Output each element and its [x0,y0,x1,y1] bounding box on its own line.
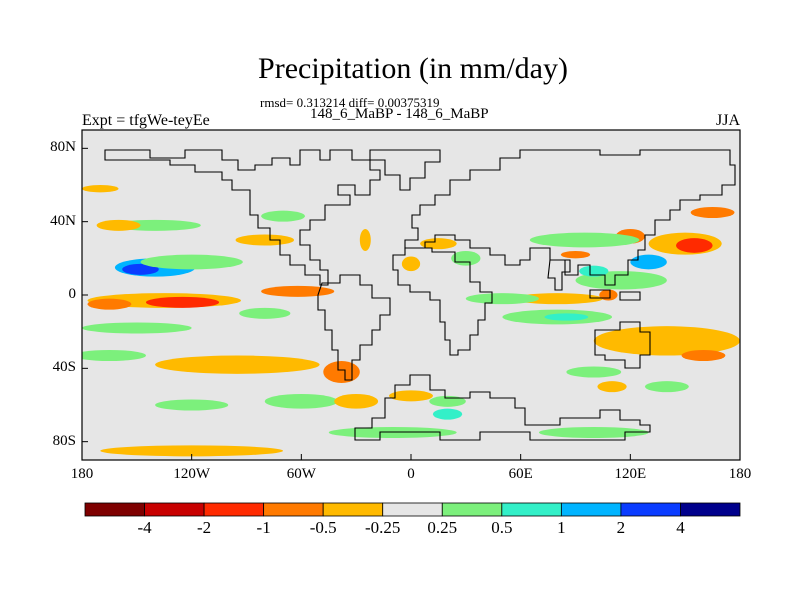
anomaly-region-10 [323,361,360,383]
anomaly-region-19 [420,238,457,250]
anomaly-region-18 [82,185,119,193]
anomaly-region-44 [597,381,627,393]
coastline-indonesia [589,289,641,301]
coastline-africa [392,247,493,356]
anomaly-region-27 [681,350,726,361]
anomaly-region-6 [87,298,132,310]
colorbar-level-9: 4 [676,518,685,537]
anomaly-region-11 [264,394,338,409]
anomaly-region-25 [544,313,589,321]
coastline-antarctica [354,374,651,441]
coastline-greenland [369,149,441,191]
coastline-india [547,259,571,291]
anomaly-region-2 [140,254,243,270]
coastline-south-america [317,274,391,381]
anomaly-region-38 [465,293,539,305]
anomaly-region-29 [676,238,713,253]
coastline-layer [104,149,736,441]
anomaly-region-20 [451,251,481,266]
colorbar-swatch-8 [560,502,622,517]
y-tick-label-0: 80N [50,139,76,156]
x-tick-label-5: 120E [614,466,647,482]
colorbar-swatch-7 [501,502,562,517]
anomaly-region-12 [334,394,379,409]
x-tick-label-1: 120W [173,466,210,482]
colorbar-level-5: 0.25 [427,518,458,537]
season-label: JJA [716,112,741,129]
axis-ticks [81,147,741,460]
colorbar-swatch-10 [680,502,741,517]
colorbar-level-2: -1 [256,518,271,537]
colorbar-level-1: -2 [196,518,212,537]
y-tick-label-1: 40N [50,212,76,229]
anomaly-region-47 [432,408,463,420]
anomaly-region-22 [359,229,371,251]
anomaly-region-39 [429,395,466,407]
y-tick-label-3: 40S [52,359,76,376]
anomaly-region-43 [644,381,689,393]
anomaly-region-35 [599,289,618,301]
anomaly-region-17 [261,210,305,222]
colorbar-swatch-3 [263,502,324,517]
anomaly-region-8 [239,307,291,319]
y-tick-label-4: 80S [52,432,76,449]
coastline-eurasia [404,149,736,286]
x-tick-label-6: 180 [728,466,752,482]
colorbar-swatch-2 [203,502,265,517]
anomaly-region-32 [630,254,667,270]
colorbar [84,502,741,517]
coastline-north-america [104,149,381,286]
experiment-label: Expt = tfgWe-teyEe [82,112,210,129]
anomaly-region-15 [96,219,141,231]
colorbar-swatch-5 [382,502,443,517]
chart-title: Precipitation (in mm/day) [258,52,568,85]
colorbar-swatch-9 [620,502,681,517]
y-tick-label-2: 0 [68,286,77,302]
x-tick-label-4: 60E [508,466,533,482]
anomaly-region-45 [100,445,284,457]
anomaly-region-21 [401,256,421,272]
colorbar-level-6: 0.5 [491,518,513,537]
anomaly-region-9 [155,355,320,374]
anomaly-layer [82,185,740,457]
anomaly-region-23 [511,293,603,305]
x-tick-label-0: 180 [70,466,94,482]
x-tick-label-2: 60W [286,466,316,482]
colorbar-swatch-1 [144,502,205,517]
anomaly-region-5 [261,285,335,297]
colorbar-swatch-6 [441,502,503,517]
anomaly-region-13 [82,350,146,361]
anomaly-region-33 [529,232,640,248]
experiment-subtitle: 148_6_MaBP - 148_6_MaBP [310,106,489,122]
anomaly-region-40 [389,390,433,402]
anomaly-region-26 [593,326,740,356]
colorbar-level-4: -0.25 [365,518,401,537]
coastline-australia [594,321,651,369]
colorbar-level-0: -4 [137,518,152,537]
anomaly-region-37 [560,251,591,259]
anomaly-region-48 [538,427,649,438]
colorbar-swatch-4 [322,502,384,517]
colorbar-level-3: -0.5 [309,518,337,537]
anomaly-region-1 [122,263,159,275]
colorbar-level-7: 1 [557,518,566,537]
anomaly-region-16 [235,234,295,246]
anomaly-region-36 [579,265,609,277]
anomaly-region-42 [566,366,622,378]
rmsd-diff-stats: rmsd= 0.313214 diff= 0.00375319 [260,95,440,110]
colorbar-swatch-0 [84,502,145,517]
anomaly-region-7 [82,322,192,334]
anomaly-region-4 [145,296,220,308]
colorbar-level-8: 2 [616,518,626,537]
x-tick-label-3: 0 [407,466,415,482]
anomaly-region-41 [155,399,229,411]
anomaly-region-31 [690,207,735,218]
